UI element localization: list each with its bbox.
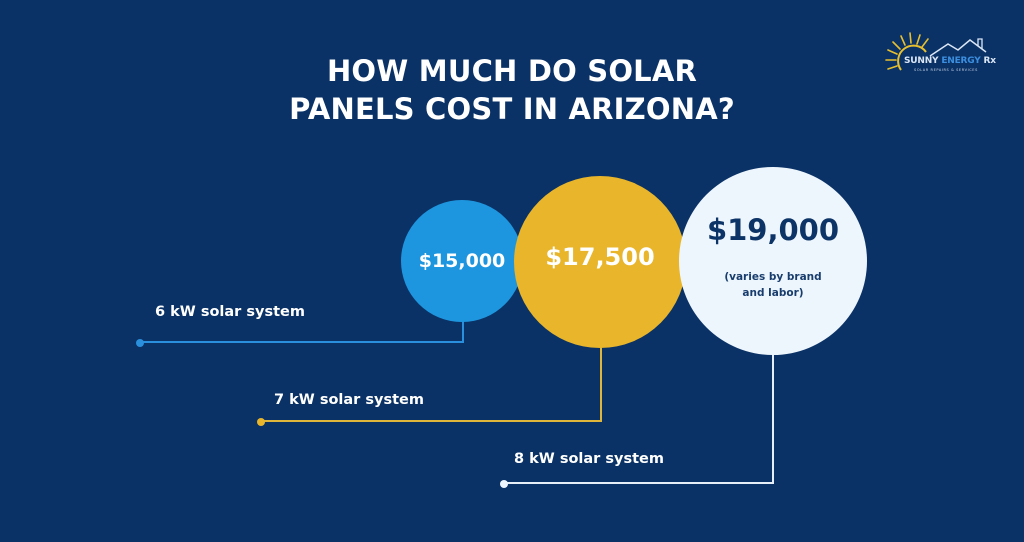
sun-house-icon <box>885 32 987 71</box>
connector-6kw <box>140 318 464 343</box>
price-circle-6kw: $15,000 <box>401 200 523 322</box>
title-line-1: HOW MUCH DO SOLAR <box>326 54 698 88</box>
dot-7kw-icon <box>257 418 265 426</box>
brand-logo: SUNNY ENERGY Rx SOLAR REPAIRS & SERVICES <box>882 30 1012 82</box>
price-7kw: $17,500 <box>545 243 655 271</box>
brand-name: SUNNY ENERGY Rx <box>904 56 996 66</box>
brand-tagline: SOLAR REPAIRS & SERVICES <box>914 68 978 72</box>
page-title: HOW MUCH DO SOLAR PANELS COST IN ARIZONA… <box>0 52 1024 128</box>
price-8kw: $19,000 <box>706 213 840 247</box>
price-circle-8kw: $19,000 (varies by brand and labor) <box>679 167 867 355</box>
connector-8kw <box>504 350 774 484</box>
label-8kw: 8 kW solar system <box>514 451 664 467</box>
label-7kw: 7 kW solar system <box>274 392 424 408</box>
dot-8kw-icon <box>500 480 508 488</box>
price-6kw: $15,000 <box>418 250 506 272</box>
label-6kw: 6 kW solar system <box>155 304 305 320</box>
price-note: (varies by brand and labor) <box>724 271 822 299</box>
dot-6kw-icon <box>136 339 144 347</box>
title-line-2: PANELS COST IN ARIZONA? <box>289 92 735 126</box>
connector-7kw <box>261 344 602 422</box>
price-circle-7kw: $17,500 <box>514 176 686 348</box>
